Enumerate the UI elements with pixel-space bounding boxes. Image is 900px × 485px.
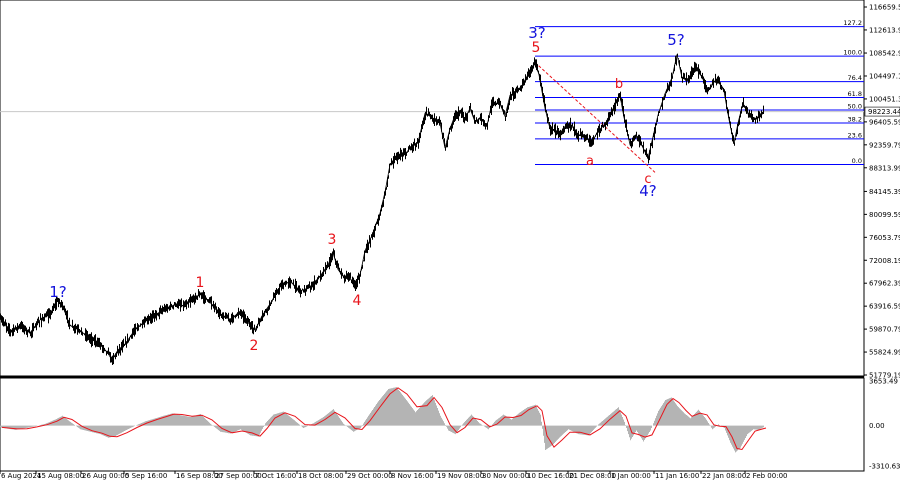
time-axis-label: 30 Nov 00:00 — [482, 472, 529, 480]
current-price-tag — [864, 106, 900, 117]
current-price-label: 98223.44 — [868, 108, 900, 116]
price-axis-label: 108542.99 — [869, 50, 900, 58]
price-axis-label: 92359.79 — [869, 141, 900, 149]
price-panel — [0, 0, 865, 379]
wave-label: 3 — [328, 232, 337, 248]
fib-level-label: 23.6 — [848, 131, 862, 139]
oscillator-axis-label: 0.00 — [869, 422, 885, 430]
time-axis-label: 26 Aug 00:00 — [82, 472, 129, 480]
price-axis-label: 116659.59 — [869, 4, 900, 12]
price-axis-label: 55824.99 — [869, 349, 900, 357]
oscillator-signal-line — [1, 387, 767, 451]
oscillator-axis-label: 3653.49 — [869, 378, 898, 386]
oscillator-axis-label: -3310.63 — [869, 463, 900, 471]
wave-label: a — [586, 154, 594, 169]
time-axis-label: 7 Oct 16:00 — [255, 472, 296, 480]
price-axis-label: 63916.59 — [869, 303, 900, 311]
price-panel-frame — [0, 0, 865, 377]
price-axis-label: 51779.19 — [869, 372, 900, 380]
price-series — [0, 53, 765, 365]
wave-label: 5? — [667, 31, 685, 49]
time-axis-label: 11 Jan 16:00 — [655, 472, 699, 480]
fib-level-label: 100.0 — [843, 49, 862, 57]
time-axis-label: 19 Nov 08:00 — [437, 472, 484, 480]
fib-level-label: 38.2 — [848, 116, 862, 124]
fib-level-label: 127.2 — [843, 19, 862, 27]
oscillator-panel-frame — [0, 377, 865, 472]
fib-level-label: 61.8 — [848, 90, 862, 98]
price-axis: 116659.59 112613.99 108542.99 104497.19 1004… — [864, 4, 900, 380]
wave-label: c — [644, 172, 651, 187]
fib-level-label: 0.0 — [852, 157, 862, 165]
wave-labels: 1? 1 2 3 4 3?5 a b c4? 5? — [49, 24, 685, 354]
time-axis-label: 18 Oct 08:00 — [298, 472, 344, 480]
fib-level-label: 50.0 — [848, 103, 862, 111]
price-axis-label: 104497.19 — [869, 72, 900, 80]
fib-level-label: 76.4 — [848, 74, 862, 82]
price-axis-label: 88313.99 — [869, 164, 900, 172]
oscillator-histogram — [0, 387, 764, 453]
wave-label: 4 — [353, 293, 362, 309]
price-axis-label: 96405.59 — [869, 118, 900, 126]
time-axis-label: 15 Aug 08:00 — [37, 472, 84, 480]
time-axis-label: 6 Aug 2024 — [1, 472, 42, 480]
price-bars — [0, 53, 764, 365]
time-axis-label: 10 Dec 16:00 — [527, 472, 574, 480]
time-axis-label: 21 Dec 08:00 — [569, 472, 616, 480]
price-axis-label: 112613.99 — [869, 26, 900, 34]
price-axis-label: 72008.19 — [869, 257, 900, 265]
time-axis-label: 29 Oct 00:00 — [347, 472, 393, 480]
time-axis-label: 1 Jan 00:00 — [611, 472, 651, 480]
fibonacci-levels: 127.2 100.0 76.4 61.8 50.0 38.2 23.6 0.0 — [534, 19, 864, 173]
time-axis-label: 27 Sep 00:00 — [215, 472, 262, 480]
price-axis-label: 80099.59 — [869, 211, 900, 219]
oscillator-panel: 3653.49 0.00 -3310.63 — [0, 377, 900, 472]
wave-label: 4? — [639, 182, 657, 200]
price-axis-label: 76053.79 — [869, 234, 900, 242]
price-axis-label: 100451.39 — [869, 95, 900, 103]
time-axis-label: 5 Sep 16:00 — [125, 472, 167, 480]
wave-label: 5 — [532, 40, 541, 56]
time-axis-label: 2 Feb 00:00 — [746, 472, 787, 480]
price-axis-label: 84145.39 — [869, 188, 900, 196]
price-line — [0, 54, 765, 361]
wave-label: b — [615, 77, 623, 92]
wave-label: 1? — [49, 283, 67, 301]
time-axis-label: 16 Sep 08:00 — [176, 472, 223, 480]
wave-label: 3? — [528, 24, 546, 42]
price-axis-label: 67962.39 — [869, 280, 900, 288]
projection-line — [534, 61, 656, 173]
wave-label: 2 — [250, 338, 259, 354]
time-axis-label: 8 Nov 16:00 — [391, 472, 434, 480]
time-axis-label: 22 Jan 08:00 — [702, 472, 746, 480]
wave-label: 1 — [196, 275, 205, 291]
price-axis-label: 59870.79 — [869, 326, 900, 334]
